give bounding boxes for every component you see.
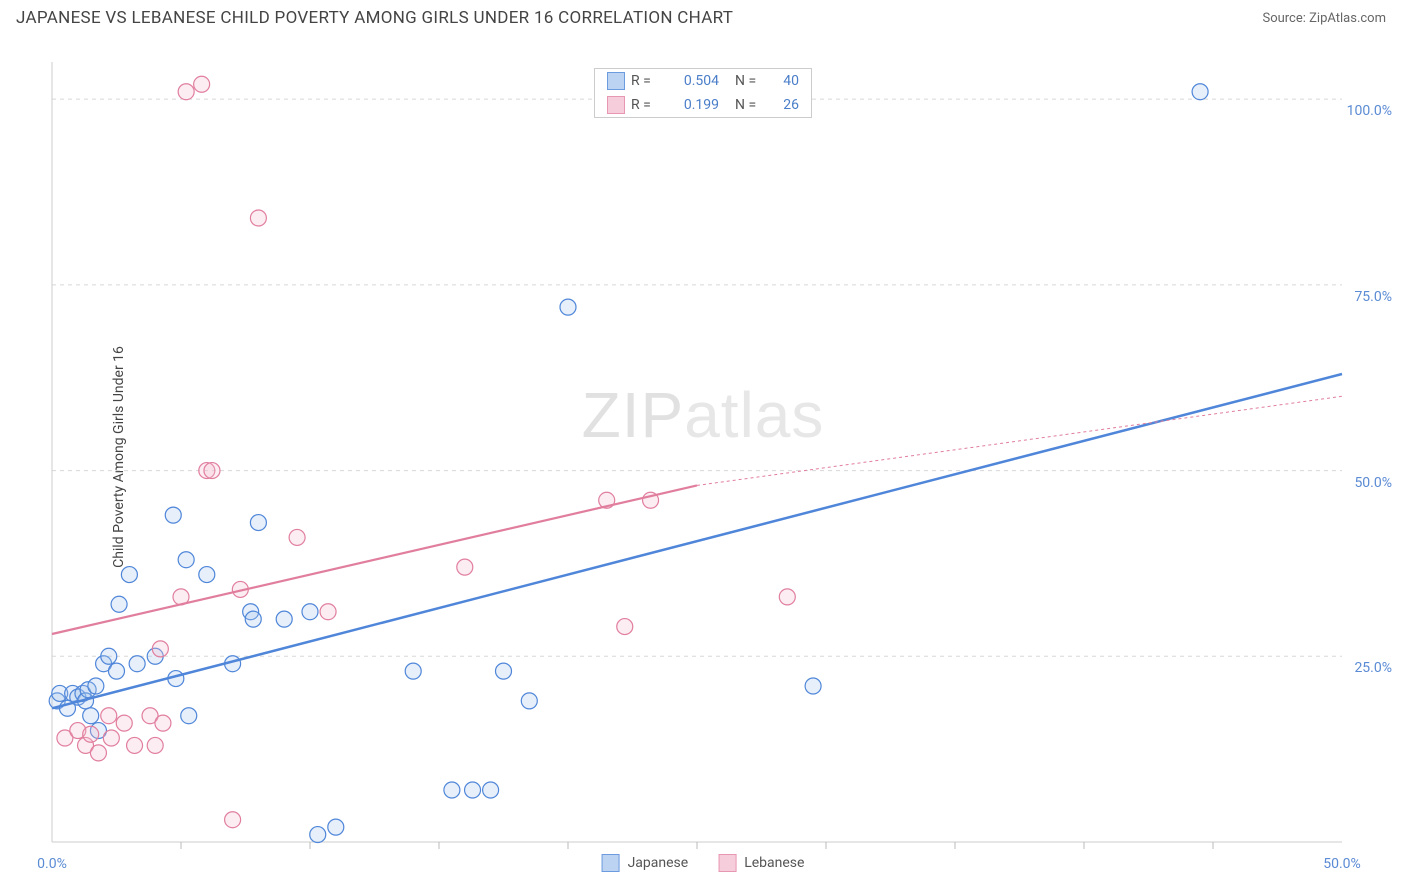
legend-row: R =0.504N =40	[595, 69, 811, 93]
chart-container: Child Poverty Among Girls Under 16 ZIPat…	[0, 32, 1406, 882]
legend-item: Lebanese	[718, 854, 804, 872]
series-legend: Japanese Lebanese	[602, 854, 805, 872]
chart-title: JAPANESE VS LEBANESE CHILD POVERTY AMONG…	[16, 8, 733, 28]
correlation-legend: R =0.504N =40R =0.199N =26	[594, 68, 812, 118]
legend-row: R =0.199N =26	[595, 93, 811, 117]
scatter-chart	[0, 32, 1406, 882]
y-tick-label: 75.0%	[1354, 289, 1392, 305]
y-tick-label: 50.0%	[1354, 475, 1392, 491]
y-tick-label: 100.0%	[1347, 103, 1392, 119]
y-tick-label: 25.0%	[1354, 660, 1392, 676]
source-label: Source: ZipAtlas.com	[1262, 11, 1386, 26]
x-tick-label: 0.0%	[37, 856, 67, 872]
x-tick-label: 50.0%	[1323, 856, 1361, 872]
legend-item: Japanese	[602, 854, 689, 872]
